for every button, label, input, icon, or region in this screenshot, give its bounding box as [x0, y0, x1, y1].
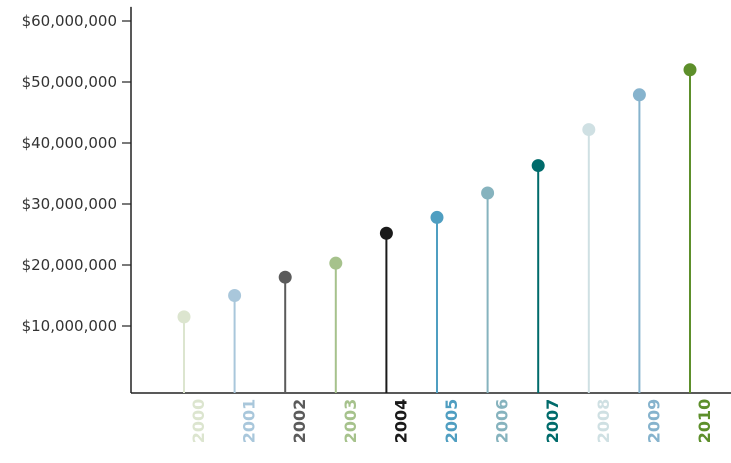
y-tick-label: $20,000,000 — [22, 256, 117, 274]
y-axis: $10,000,000 $20,000,000 $30,000,000 $40,000… — [22, 6, 132, 393]
x-tick-label-2005: 2005 — [442, 399, 461, 444]
x-tick-label-2007: 2007 — [543, 399, 562, 444]
lollipop-dot-2006 — [481, 186, 495, 200]
x-tick-label-2010: 2010 — [695, 399, 714, 444]
x-tick-label-2003: 2003 — [341, 399, 360, 444]
y-tick-label: $50,000,000 — [22, 73, 117, 91]
x-tick-label-2009: 2009 — [644, 399, 663, 444]
lollipop-dot-2004 — [379, 226, 393, 240]
y-tick-label: $10,000,000 — [22, 317, 117, 335]
x-tick-label-2000: 2000 — [189, 399, 208, 444]
lollipop-dot-2010 — [683, 63, 697, 77]
lollipop-dot-2007 — [531, 159, 545, 173]
lollipop-dot-2005 — [430, 210, 444, 224]
x-tick-label-2001: 2001 — [240, 399, 259, 444]
lollipop-dot-2008 — [582, 123, 596, 137]
lollipop-dot-2003 — [329, 256, 343, 270]
lollipop-dot-2001 — [228, 289, 242, 302]
x-tick-label-2004: 2004 — [391, 399, 410, 444]
data-marks — [177, 63, 697, 393]
lollipop-dot-2000 — [177, 310, 191, 324]
lollipop-dot-2002 — [278, 270, 292, 284]
x-tick-labels: 2000 2001 2002 2003 2004 2005 2006 2007 2008 2009… — [189, 399, 714, 444]
x-tick-label-2008: 2008 — [594, 399, 613, 444]
y-tick-label: $60,000,000 — [22, 12, 117, 30]
y-tick-label: $30,000,000 — [22, 195, 117, 213]
y-tick-label: $40,000,000 — [22, 134, 117, 152]
x-tick-label-2002: 2002 — [290, 399, 309, 444]
lollipop-dot-2009 — [632, 88, 646, 102]
x-tick-label-2006: 2006 — [493, 399, 512, 444]
